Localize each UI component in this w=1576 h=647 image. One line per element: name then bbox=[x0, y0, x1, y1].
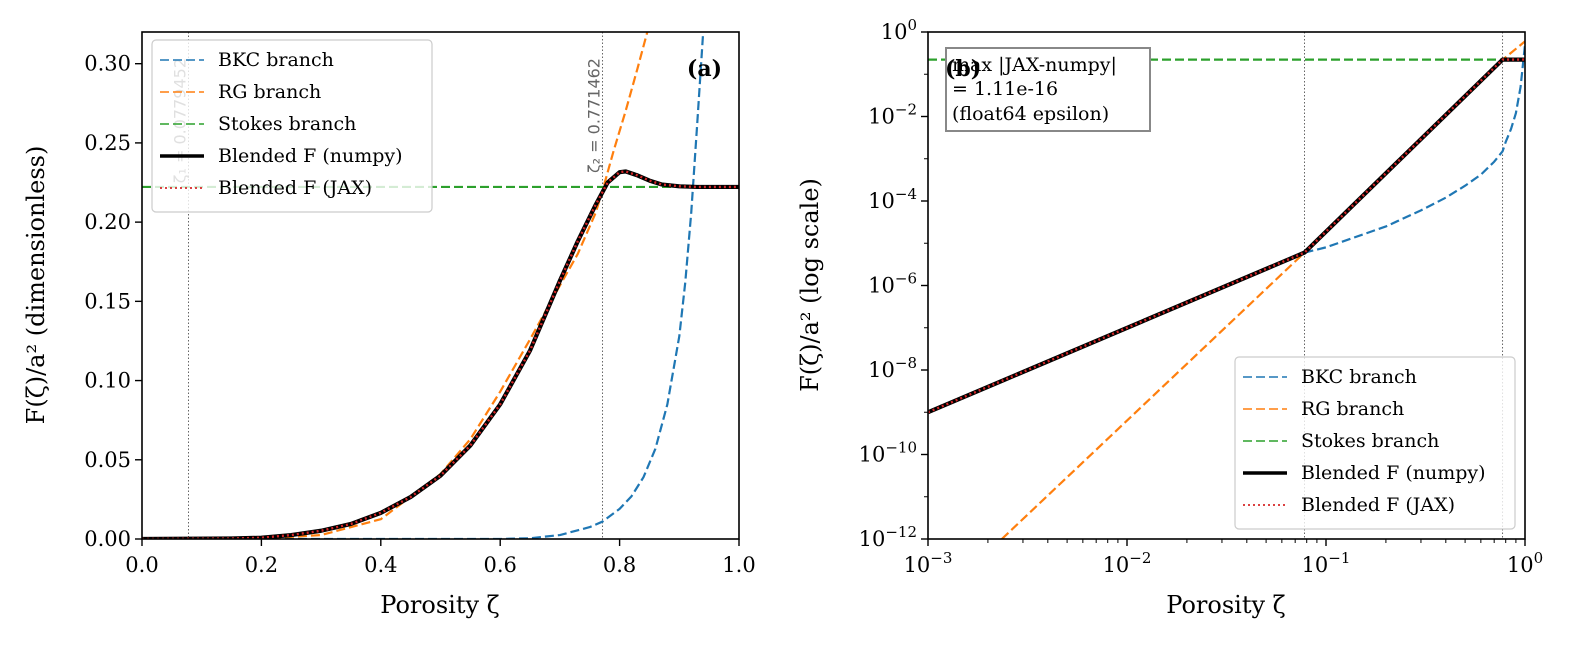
panel-a-ytick-label: 0.25 bbox=[84, 131, 131, 155]
panel-b-xtick-label: 10−3 bbox=[904, 549, 953, 577]
panel-a-ytick-label: 0.05 bbox=[84, 448, 131, 472]
annotation-line-1: max |JAX-numpy| bbox=[952, 54, 1117, 76]
panel-a-ytick-label: 0.10 bbox=[84, 369, 131, 393]
panel-b-xtick-label: 100 bbox=[1507, 549, 1543, 577]
panel-a-ytick-label: 0.20 bbox=[84, 210, 131, 234]
panel-b-ytick-label: 100 bbox=[881, 16, 917, 44]
panel-b-ytick-label: 10−4 bbox=[868, 185, 917, 213]
panel-b-xtick-label: 10−2 bbox=[1103, 549, 1152, 577]
legend-entry-jax: Blended F (JAX) bbox=[1301, 494, 1455, 516]
panel-a-ylabel: F(ζ)/a² (dimensionless) bbox=[22, 146, 50, 425]
panel-b-ytick-label: 10−6 bbox=[868, 270, 917, 298]
legend-entry-stokes: Stokes branch bbox=[218, 113, 356, 135]
panel-a-series-jax bbox=[142, 170, 739, 539]
legend-entry-rg: RG branch bbox=[218, 81, 321, 103]
legend-frame bbox=[1234, 356, 1516, 530]
panel-a-frame bbox=[141, 31, 740, 540]
legend-entry-rg: RG branch bbox=[1301, 398, 1404, 420]
panel-b-ylabel: F(ζ)/a² (log scale) bbox=[796, 178, 824, 392]
panel-b-ytick-label: 10−8 bbox=[868, 354, 917, 382]
panel-a-xtick-label: 0.4 bbox=[364, 553, 397, 577]
legend-entry-jax: Blended F (JAX) bbox=[218, 177, 372, 199]
panel-b-annotation: max |JAX-numpy| = 1.11e-16 (float64 epsi… bbox=[945, 47, 1151, 132]
annotation-box bbox=[945, 47, 1151, 132]
panel-b-ytick-label: 10−12 bbox=[859, 523, 917, 551]
panel-a-xtick-label: 1.0 bbox=[722, 553, 755, 577]
panel-b-label: (b) bbox=[945, 56, 981, 82]
panel-a-xtick-label: 0.2 bbox=[245, 553, 278, 577]
panel-a-vline-label-2: ζ₂ = 0.771462 bbox=[585, 58, 604, 173]
panel-b-series-bkc bbox=[1304, 44, 1525, 254]
panel-b-legend: BKC branch RG branch Stokes branch Blended … bbox=[1234, 356, 1516, 530]
legend-frame bbox=[151, 39, 433, 213]
panel-a: ζ₁ = 0.0779452ζ₂ = 0.771462 0.00.20.40.6… bbox=[22, 31, 756, 619]
panel-a-ytick-label: 0.00 bbox=[84, 527, 131, 551]
panel-a-ytick-label: 0.15 bbox=[84, 289, 131, 313]
legend-entry-numpy: Blended F (numpy) bbox=[218, 145, 403, 167]
panel-b-series-jax bbox=[928, 58, 1525, 414]
panel-a-ytick-label: 0.30 bbox=[84, 52, 131, 76]
panel-b-ytick-label: 10−10 bbox=[859, 439, 917, 467]
annotation-line-2: = 1.11e-16 bbox=[952, 78, 1058, 100]
panel-a-series-numpy bbox=[142, 169, 739, 539]
legend-entry-numpy: Blended F (numpy) bbox=[1301, 462, 1486, 484]
panel-a-xlabel: Porosity ζ bbox=[380, 591, 499, 619]
panel-a-xtick-label: 0.6 bbox=[483, 553, 516, 577]
annotation-line-3: (float64 epsilon) bbox=[952, 103, 1109, 125]
panel-b: 10−3 10−2 10−1 100 10−12 10−10 10−8 10−6 10−4 10−… bbox=[796, 16, 1543, 619]
legend-entry-bkc: BKC branch bbox=[218, 49, 334, 71]
legend-entry-bkc: BKC branch bbox=[1301, 366, 1417, 388]
panel-a-xtick-label: 0.0 bbox=[125, 553, 158, 577]
legend-entry-stokes: Stokes branch bbox=[1301, 430, 1439, 452]
panel-b-xlabel: Porosity ζ bbox=[1166, 591, 1285, 619]
panel-a-xtick-label: 0.8 bbox=[603, 553, 636, 577]
panel-b-xtick-label: 10−1 bbox=[1302, 549, 1351, 577]
panel-b-ytick-label: 10−2 bbox=[868, 101, 917, 129]
panel-a-label: (a) bbox=[687, 56, 722, 82]
panel-a-legend: BKC branch RG branch Stokes branch Blended … bbox=[151, 39, 433, 213]
